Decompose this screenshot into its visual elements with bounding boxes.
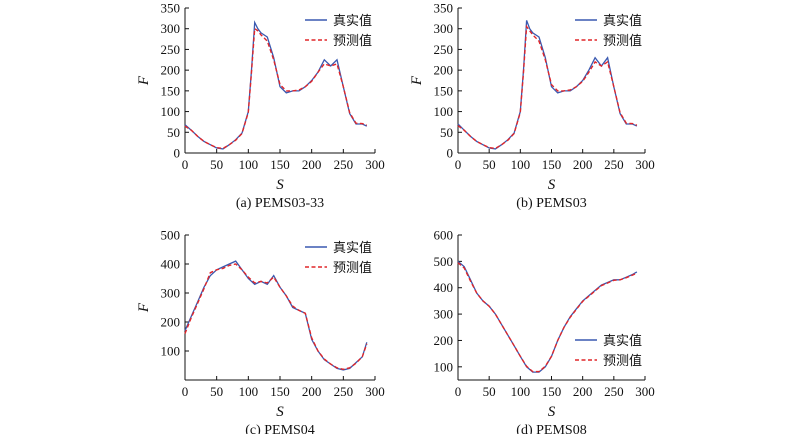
panel-caption: (c) PEMS04 (245, 423, 315, 434)
y-tick-label: 300 (161, 21, 181, 36)
legend-predicted-label: 预测值 (333, 33, 372, 48)
panel-caption: (a) PEMS03-33 (236, 196, 324, 211)
x-tick-label: 250 (334, 157, 354, 172)
chart-panel-4: 0 50 100 150 200 250 300 100 200 300 400 500 600 S 真实值… (434, 228, 655, 434)
y-tick-label: 300 (434, 307, 454, 322)
y-tick-label: 50 (167, 125, 180, 140)
x-axis-label: S (548, 404, 556, 420)
y-tick-label: 350 (161, 1, 181, 16)
x-tick-label: 250 (604, 384, 624, 399)
x-tick-label: 0 (182, 157, 189, 172)
predicted-series-line (457, 24, 638, 150)
x-tick-label: 300 (365, 384, 385, 399)
chart-panel-2: 0 50 100 150 200 250 300 0 50 100 150 200 250 300 350 S… (409, 1, 655, 212)
legend-predicted-label: 预测值 (333, 260, 372, 275)
legend-actual-label: 真实值 (603, 333, 642, 348)
chart-panel-3: 0 50 100 150 200 250 300 100 200 300 400 500 S F 真实值预测… (136, 228, 385, 434)
panel-caption: (b) PEMS03 (516, 196, 586, 211)
x-tick-label: 0 (455, 157, 462, 172)
y-tick-label: 100 (434, 104, 454, 119)
y-tick-label: 300 (434, 21, 454, 36)
x-tick-label: 100 (239, 157, 259, 172)
legend-predicted-label: 预测值 (603, 353, 642, 368)
y-tick-label: 200 (434, 63, 454, 78)
predicted-series-line (184, 263, 368, 371)
y-tick-label: 350 (434, 1, 454, 16)
x-tick-label: 100 (511, 384, 531, 399)
y-tick-label: 0 (447, 146, 454, 161)
y-tick-label: 100 (161, 104, 181, 119)
legend-actual-label: 真实值 (603, 13, 642, 28)
x-tick-label: 200 (573, 384, 593, 399)
y-axis-label: F (136, 302, 152, 313)
x-tick-label: 200 (302, 384, 322, 399)
x-tick-label: 150 (270, 384, 290, 399)
x-tick-label: 50 (210, 157, 223, 172)
y-tick-label: 250 (434, 42, 454, 57)
x-tick-label: 100 (239, 384, 259, 399)
y-tick-label: 300 (161, 286, 181, 301)
predicted-series-line (184, 27, 368, 150)
y-tick-label: 200 (161, 63, 181, 78)
x-tick-label: 200 (302, 157, 322, 172)
x-axis-label: S (548, 177, 556, 193)
x-tick-label: 150 (542, 384, 562, 399)
y-tick-label: 100 (161, 344, 181, 359)
y-tick-label: 200 (161, 315, 181, 330)
x-tick-label: 0 (182, 384, 189, 399)
y-tick-label: 400 (434, 280, 454, 295)
y-tick-label: 50 (440, 125, 453, 140)
legend-predicted-label: 预测值 (603, 33, 642, 48)
x-tick-label: 100 (511, 157, 531, 172)
y-tick-label: 400 (161, 257, 181, 272)
y-tick-label: 150 (434, 83, 454, 98)
y-tick-label: 100 (434, 359, 454, 374)
chart-panel-1: 0 50 100 150 200 250 300 0 50 100 150 200 250 300 350 S… (136, 1, 385, 212)
x-tick-label: 150 (270, 157, 290, 172)
y-tick-label: 150 (161, 83, 181, 98)
x-tick-label: 50 (210, 384, 223, 399)
legend-actual-label: 真实值 (333, 13, 372, 28)
x-axis-label: S (276, 404, 284, 420)
x-tick-label: 200 (573, 157, 593, 172)
x-tick-label: 0 (455, 384, 462, 399)
x-tick-label: 300 (635, 384, 655, 399)
x-tick-label: 150 (542, 157, 562, 172)
y-tick-label: 250 (161, 42, 181, 57)
y-tick-label: 500 (161, 228, 181, 243)
x-tick-label: 50 (483, 157, 496, 172)
x-tick-label: 250 (334, 384, 354, 399)
x-tick-label: 250 (604, 157, 624, 172)
x-tick-label: 50 (483, 384, 496, 399)
y-axis-label: F (136, 75, 152, 86)
panel-caption: (d) PEMS08 (516, 423, 586, 434)
legend-actual-label: 真实值 (333, 240, 372, 255)
y-tick-label: 600 (434, 228, 454, 243)
y-axis-label: F (409, 75, 425, 86)
y-tick-label: 200 (434, 333, 454, 348)
x-tick-label: 300 (365, 157, 385, 172)
y-tick-label: 0 (174, 146, 181, 161)
x-tick-label: 300 (635, 157, 655, 172)
predicted-series-line (457, 262, 638, 373)
x-axis-label: S (276, 177, 284, 193)
y-tick-label: 500 (434, 254, 454, 269)
actual-series-line (184, 260, 368, 371)
